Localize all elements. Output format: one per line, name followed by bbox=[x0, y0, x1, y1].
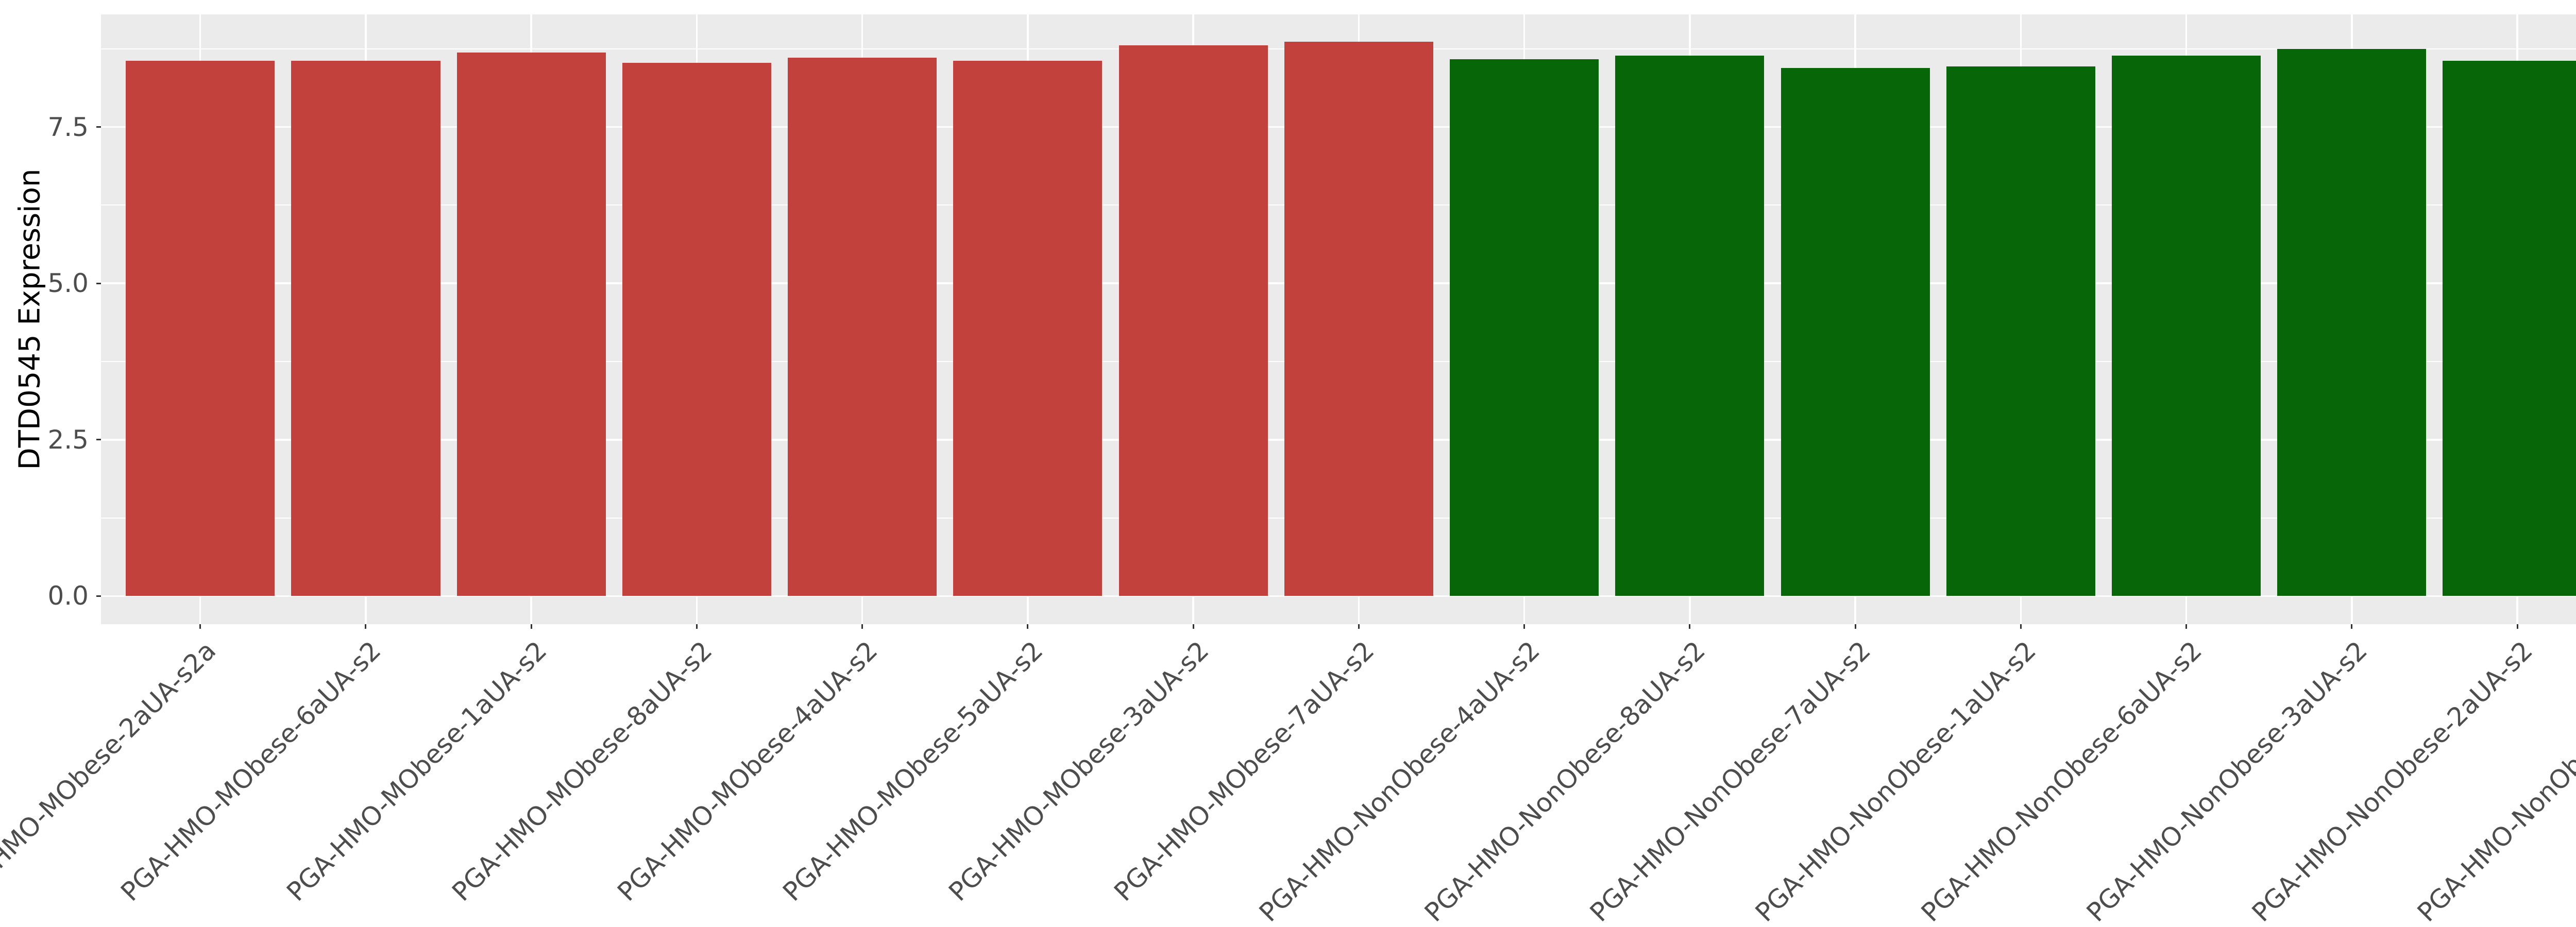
bar bbox=[126, 60, 275, 596]
x-tick bbox=[1523, 624, 1526, 629]
y-tick bbox=[96, 282, 101, 284]
y-tick-label: 5.0 bbox=[47, 268, 89, 299]
bar bbox=[2112, 56, 2261, 596]
x-tick bbox=[696, 624, 698, 629]
x-tick-label: PGA-HMO-MObese-3aUA-s2 bbox=[943, 636, 1215, 907]
x-tick-label: PGA-HMO-MObese-4aUA-s2 bbox=[612, 636, 884, 907]
bar bbox=[622, 62, 771, 596]
y-tick-label: 2.5 bbox=[47, 424, 89, 455]
major-gridline bbox=[101, 595, 2576, 597]
x-tick-label: PGA-HMO-NonObese-3aUA-s2 bbox=[2080, 636, 2373, 927]
x-tick bbox=[2516, 624, 2518, 629]
bar bbox=[953, 60, 1103, 596]
y-tick-label: 7.5 bbox=[47, 112, 89, 142]
x-tick-label: PGA-HMO-MObese-8aUA-s2 bbox=[446, 636, 718, 907]
x-tick bbox=[1854, 624, 1856, 629]
x-tick-label: PGA-HMO-MObese-1aUA-s2 bbox=[281, 636, 553, 907]
y-tick bbox=[96, 126, 101, 128]
x-tick-label: PGA-HMO-MObese-6aUA-s2 bbox=[115, 636, 387, 907]
plot-panel bbox=[101, 14, 2576, 624]
bar bbox=[1615, 56, 1765, 596]
x-tick-label: PGA-HMO-MObese-7aUA-s2 bbox=[1108, 636, 1380, 907]
x-tick-label: PGA-HMO-NonObese-2aUA-s2 bbox=[2246, 636, 2539, 927]
x-tick bbox=[861, 624, 863, 629]
x-tick-label: PGA-HMO-NonObese-7aUA-s2 bbox=[1584, 636, 1877, 927]
x-tick-label: PGA-HMO-NonObese-4aUA-s2 bbox=[1253, 636, 1546, 927]
bar bbox=[456, 53, 606, 596]
bar bbox=[2277, 48, 2427, 596]
x-tick bbox=[365, 624, 367, 629]
y-tick-label: 0.0 bbox=[47, 581, 89, 611]
bar bbox=[788, 57, 937, 596]
x-tick bbox=[1358, 624, 1360, 629]
x-tick bbox=[199, 624, 201, 629]
x-tick-label: PGA-HMO-NonObese-8aUA-s2 bbox=[1418, 636, 1711, 927]
bar bbox=[1946, 66, 2095, 596]
bar bbox=[2443, 60, 2576, 596]
x-tick-label: PGA-HMO-NonObese-1aUA-s2 bbox=[1750, 636, 2042, 927]
bar bbox=[1450, 59, 1599, 596]
x-tick bbox=[2020, 624, 2022, 629]
x-tick bbox=[530, 624, 532, 629]
x-tick-label: PGA-HMO-NonObese-6aUA-s2 bbox=[1915, 636, 2208, 927]
x-tick bbox=[1689, 624, 1691, 629]
bar bbox=[291, 60, 440, 596]
y-tick bbox=[96, 439, 101, 441]
bar bbox=[1781, 68, 1930, 596]
bar bbox=[1118, 45, 1268, 596]
y-tick bbox=[96, 595, 101, 597]
x-tick-label: PGA-HMO-MObese-2aUA-s2a bbox=[0, 636, 222, 918]
x-tick bbox=[2185, 624, 2188, 629]
x-tick bbox=[2351, 624, 2353, 629]
x-tick bbox=[1192, 624, 1194, 629]
bar bbox=[1284, 42, 1433, 596]
x-tick bbox=[1027, 624, 1029, 629]
x-tick-label: PGA-HMO-MObese-5aUA-s2 bbox=[777, 636, 1049, 907]
